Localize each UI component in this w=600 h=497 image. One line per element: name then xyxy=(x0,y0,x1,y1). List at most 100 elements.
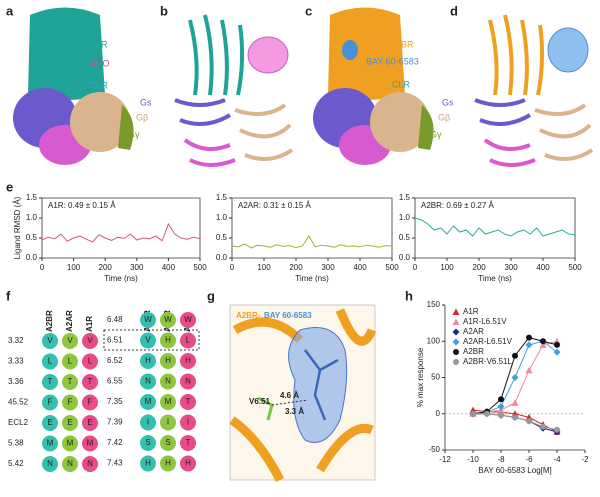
residue: N xyxy=(185,377,191,386)
panel-label: a xyxy=(6,3,14,18)
residue: L xyxy=(68,357,73,366)
data-point xyxy=(526,418,532,424)
residue-circle xyxy=(62,415,78,431)
legend-label: A1R xyxy=(463,307,479,316)
x-axis-label: Time (ns) xyxy=(104,274,138,283)
residue-position: 6.48 xyxy=(107,315,123,324)
residue: H xyxy=(185,356,191,365)
data-point xyxy=(512,414,518,421)
residue-position: 7.42 xyxy=(107,438,123,447)
legend-label: A2AR-L6.51V xyxy=(463,337,513,346)
residue-circle xyxy=(140,455,156,472)
residue-circle xyxy=(140,435,156,451)
structure-legend: A2BR xyxy=(84,39,108,49)
residue-circle xyxy=(42,415,58,431)
pose-panel xyxy=(229,304,377,483)
residue: N xyxy=(87,459,93,468)
residue-circle xyxy=(160,312,176,328)
residue-circle xyxy=(62,374,78,390)
annotation: A1R: 0.49 ± 0.15 Å xyxy=(48,201,116,210)
x-tick-label: 0 xyxy=(40,263,45,272)
x-tick-label: 100 xyxy=(440,263,454,272)
data-point xyxy=(484,410,490,417)
data-point xyxy=(511,399,519,406)
annotation: A2AR: 0.31 ± 0.15 Å xyxy=(238,201,312,210)
residue-circle xyxy=(160,414,176,431)
structure-legend: Gβ xyxy=(438,112,450,122)
panel-label: h xyxy=(405,288,413,303)
column-header: A2AR xyxy=(65,310,74,332)
residue-circle xyxy=(160,455,176,472)
residue: N xyxy=(47,459,53,468)
highlight-box xyxy=(103,329,200,351)
legend-label: A2BR-V6.51L xyxy=(463,357,512,366)
y-tick-label: 150 xyxy=(427,300,441,309)
residue: V xyxy=(67,336,73,345)
data-point xyxy=(525,366,533,374)
data-point xyxy=(526,334,532,341)
structure-a xyxy=(13,7,134,165)
x-tick-label: 300 xyxy=(130,263,144,272)
residue-circle xyxy=(160,332,176,349)
residue: H xyxy=(165,459,171,468)
residue: T xyxy=(68,377,73,386)
panel-label: b xyxy=(160,3,168,18)
pose-label: BAY 60-6583 xyxy=(264,311,312,320)
residue: S xyxy=(145,438,150,447)
residue-circle xyxy=(42,353,58,370)
x-tick-label: -6 xyxy=(525,455,533,464)
structure-legend: Gγ xyxy=(430,129,442,139)
x-tick-label: 200 xyxy=(289,263,303,272)
residue-position: 6.51 xyxy=(107,336,123,345)
x-tick-label: 200 xyxy=(472,263,486,272)
residue-circle xyxy=(42,394,58,411)
x-tick-label: -8 xyxy=(497,455,505,464)
x-tick-label: 300 xyxy=(504,263,518,272)
legend-marker xyxy=(453,349,459,355)
residue-circle xyxy=(82,374,98,390)
residue: I xyxy=(167,418,169,427)
residue: W xyxy=(144,315,152,324)
structure-legend: Gγ xyxy=(128,129,140,139)
x-tick-label: -10 xyxy=(467,455,479,464)
legend-marker xyxy=(452,318,460,325)
structure-legend: Gs xyxy=(140,97,152,107)
residue-position: 3.33 xyxy=(8,357,24,366)
x-tick-label: -4 xyxy=(553,455,561,464)
residue: V xyxy=(47,336,53,345)
residue-circle xyxy=(42,456,58,472)
residue-circle xyxy=(140,332,156,349)
panel-label: e xyxy=(6,179,13,194)
data-point xyxy=(498,396,504,403)
rmsd-line xyxy=(414,217,576,237)
legend-label: A2BR xyxy=(463,347,484,356)
residue-circle xyxy=(140,312,156,328)
residue-circle xyxy=(62,394,78,411)
y-tick-label: 0.0 xyxy=(26,253,38,262)
residue: T xyxy=(186,397,191,406)
residue: W xyxy=(164,315,172,324)
residue-circle xyxy=(82,435,98,452)
residue: H xyxy=(165,336,171,345)
residue-position: 3.36 xyxy=(8,377,24,386)
legend-label: A1R-L6.51V xyxy=(463,317,507,326)
residue-circle xyxy=(140,373,156,390)
residue-circle xyxy=(42,374,58,390)
rmsd-line xyxy=(231,235,393,249)
residue: M xyxy=(165,397,172,406)
x-axis-label: BAY 60-6583 Log[M] xyxy=(478,466,552,475)
residue: E xyxy=(67,418,72,427)
residue-circle xyxy=(140,414,156,431)
structure-legend: BAY 60-6583 xyxy=(366,56,419,66)
residue: F xyxy=(88,398,93,407)
residue: L xyxy=(186,336,191,345)
legend-label: A2AR xyxy=(463,327,484,336)
residue-circle xyxy=(62,435,78,452)
residue-position: 6.52 xyxy=(107,356,123,365)
residue: H xyxy=(145,356,151,365)
y-tick-label: -50 xyxy=(428,445,440,454)
data-point xyxy=(553,348,561,356)
residue-circle xyxy=(160,353,176,369)
structure-legend: A2BR xyxy=(390,39,414,49)
